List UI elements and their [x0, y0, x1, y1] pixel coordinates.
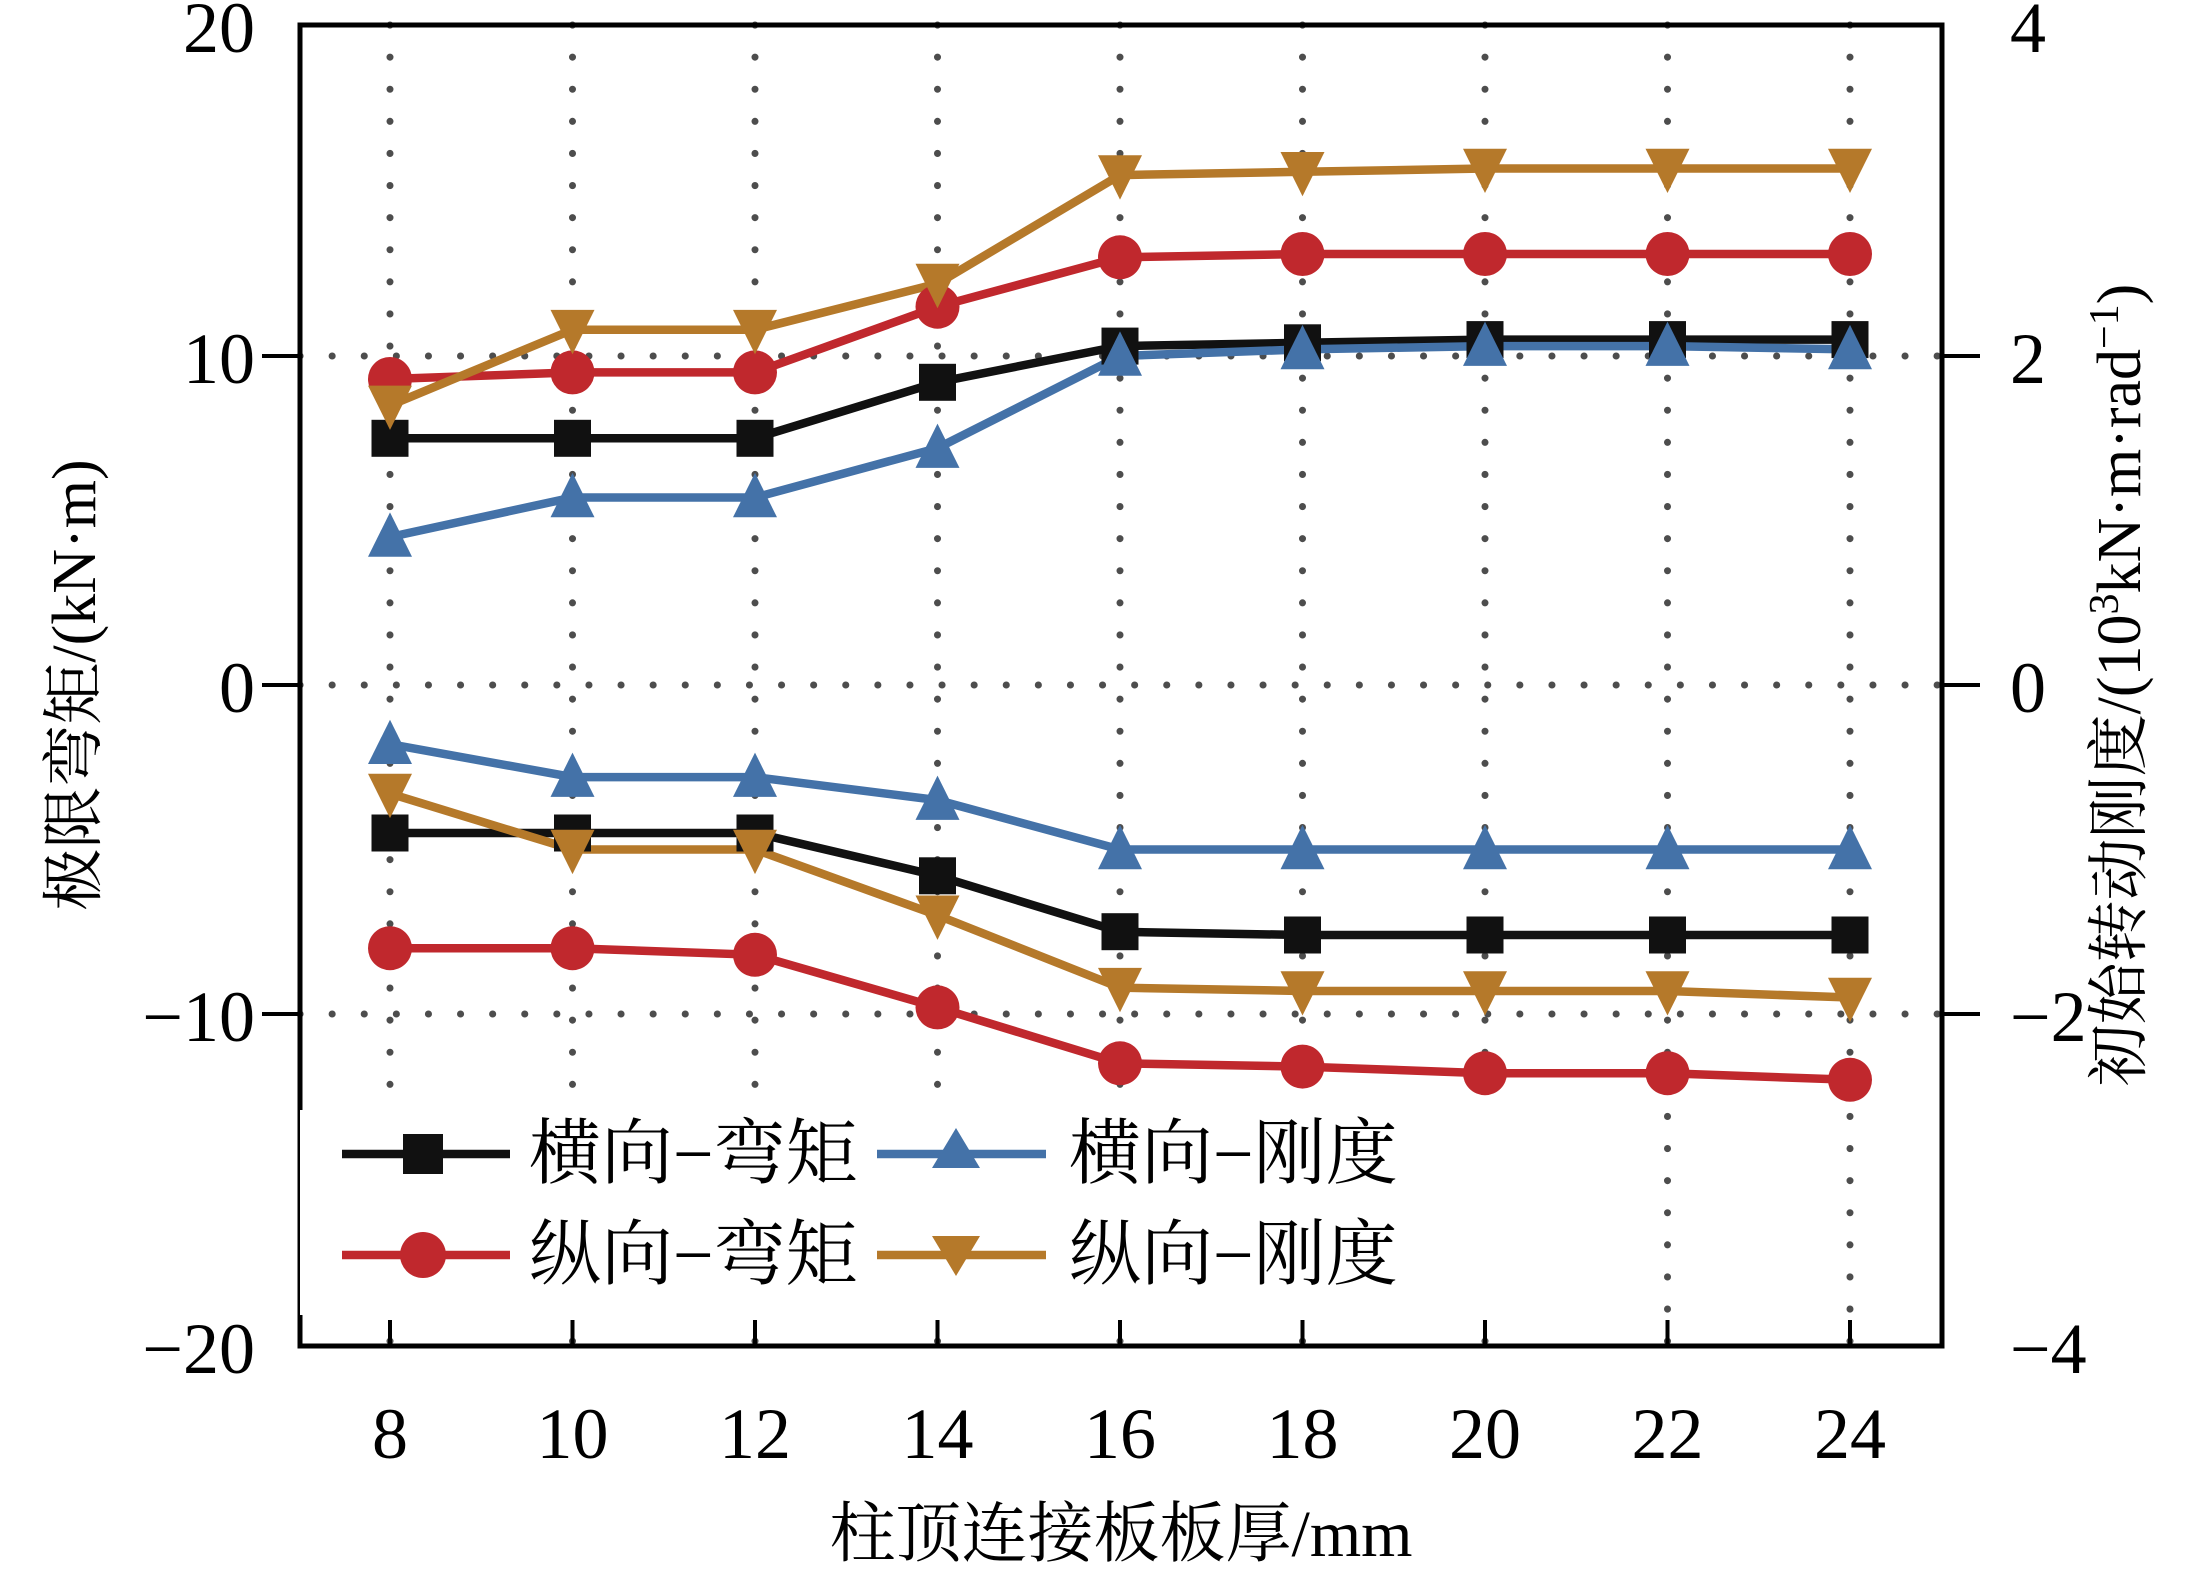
- svg-text:16: 16: [1084, 1394, 1156, 1474]
- svg-text:4: 4: [2010, 0, 2046, 68]
- svg-text:−2: −2: [2010, 977, 2087, 1057]
- svg-text:−10: −10: [142, 977, 255, 1057]
- svg-text:8: 8: [372, 1394, 408, 1474]
- svg-text:柱顶连接板板厚/mm: 柱顶连接板板厚/mm: [829, 1498, 1412, 1571]
- svg-text:14: 14: [902, 1394, 974, 1474]
- svg-text:10: 10: [183, 319, 255, 399]
- svg-text:0: 0: [219, 648, 255, 728]
- svg-text:纵向−弯矩: 纵向−弯矩: [529, 1215, 858, 1295]
- svg-text:20: 20: [183, 0, 255, 68]
- svg-text:2: 2: [2010, 319, 2046, 399]
- svg-text:−4: −4: [2010, 1309, 2087, 1389]
- svg-text:10: 10: [537, 1394, 609, 1474]
- svg-text:初始转动刚度/(103kN·m·rad−1): 初始转动刚度/(103kN·m·rad−1): [2082, 284, 2154, 1087]
- svg-text:0: 0: [2010, 648, 2046, 728]
- svg-text:22: 22: [1632, 1394, 1704, 1474]
- svg-text:横向−刚度: 横向−刚度: [1069, 1114, 1398, 1194]
- svg-text:12: 12: [719, 1394, 791, 1474]
- svg-text:18: 18: [1267, 1394, 1339, 1474]
- svg-text:24: 24: [1814, 1394, 1886, 1474]
- svg-text:20: 20: [1449, 1394, 1521, 1474]
- svg-text:横向−弯矩: 横向−弯矩: [529, 1114, 858, 1194]
- svg-text:纵向−刚度: 纵向−刚度: [1069, 1215, 1398, 1295]
- svg-text:极限弯矩/(kN·m): 极限弯矩/(kN·m): [41, 459, 109, 910]
- svg-text:−20: −20: [142, 1309, 255, 1389]
